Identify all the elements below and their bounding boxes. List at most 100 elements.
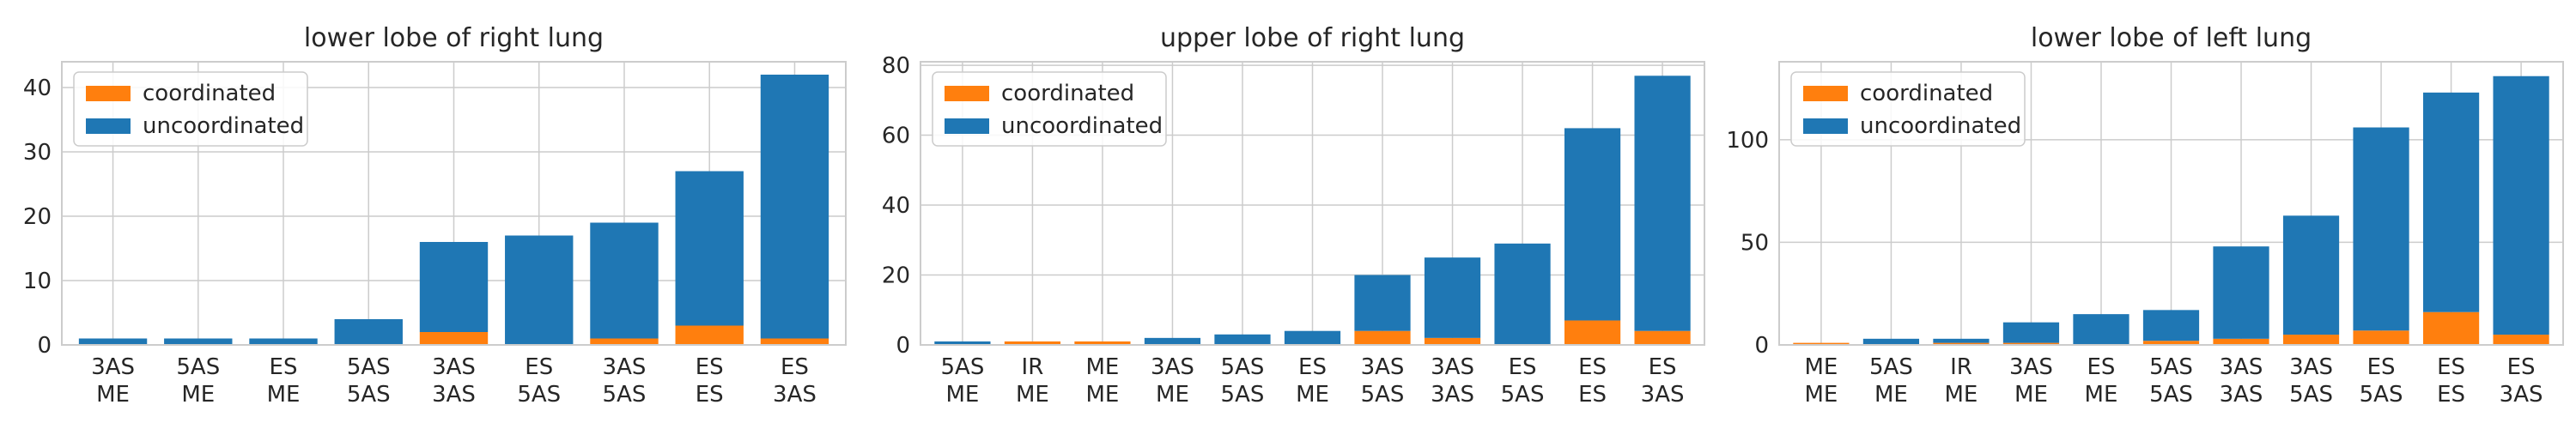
x-tick-label-line1: 3AS bbox=[1431, 354, 1474, 380]
bar-uncoordinated bbox=[760, 75, 829, 339]
x-tick-label-line1: 5AS bbox=[1869, 354, 1913, 380]
x-tick-label-line2: ME bbox=[2085, 382, 2118, 408]
legend-label-coordinated: coordinated bbox=[1860, 81, 1993, 106]
x-tick-label-line2: 3AS bbox=[432, 382, 476, 408]
x-tick-label-line2: ME bbox=[1016, 382, 1049, 408]
bar-uncoordinated bbox=[1494, 243, 1551, 345]
legend-box bbox=[1790, 71, 2026, 147]
legend-label-uncoordinated: uncoordinated bbox=[143, 113, 304, 139]
x-tick-label-line2: 5AS bbox=[347, 382, 391, 408]
x-tick-label-line1: ES bbox=[1649, 354, 1677, 380]
x-tick-label-line2: 3AS bbox=[2220, 382, 2263, 408]
x-tick-label-line2: ME bbox=[945, 382, 979, 408]
x-tick-label-line2: 3AS bbox=[1641, 382, 1685, 408]
y-tick-label: 50 bbox=[1741, 230, 1769, 256]
x-tick-label-line1: 3AS bbox=[1151, 354, 1194, 380]
bar-coordinated bbox=[1564, 320, 1621, 345]
bar-uncoordinated bbox=[419, 242, 489, 332]
y-tick-label: 30 bbox=[23, 140, 52, 166]
x-tick-label-line1: 3AS bbox=[603, 354, 647, 380]
x-tick-label-line2: ME bbox=[96, 382, 130, 408]
x-tick-label-line1: ES bbox=[781, 354, 809, 380]
x-tick-label-line1: ME bbox=[1804, 354, 1838, 380]
bar-coordinated bbox=[1074, 341, 1131, 345]
x-tick-label-line1: 3AS bbox=[2220, 354, 2263, 380]
x-tick-label-line2: ME bbox=[1804, 382, 1838, 408]
x-tick-label-line2: ME bbox=[2014, 382, 2048, 408]
y-tick-label: 20 bbox=[23, 204, 52, 230]
x-tick-label-line1: IR bbox=[1022, 354, 1044, 380]
bar-coordinated bbox=[760, 338, 829, 345]
x-tick-label-line2: 3AS bbox=[1431, 382, 1474, 408]
plot-frame bbox=[61, 61, 847, 346]
x-tick-label-line1: ES bbox=[2437, 354, 2465, 380]
x-tick-label-line1: 3AS bbox=[91, 354, 135, 380]
plot-frame bbox=[920, 61, 1705, 346]
x-tick-label-line2: ME bbox=[1874, 382, 1908, 408]
bar-coordinated bbox=[1933, 342, 1990, 345]
bar-coordinated bbox=[2002, 342, 2060, 345]
bar-uncoordinated bbox=[2493, 76, 2549, 335]
x-tick-label-line1: 5AS bbox=[1221, 354, 1265, 380]
bar-coordinated bbox=[1424, 337, 1481, 345]
bar-uncoordinated bbox=[2282, 215, 2340, 335]
x-tick-label-line2: ES bbox=[696, 382, 724, 408]
bar-coordinated bbox=[2282, 335, 2340, 345]
legend-label-coordinated: coordinated bbox=[143, 81, 276, 106]
y-tick-label: 100 bbox=[1726, 128, 1769, 154]
x-tick-label-line2: ME bbox=[181, 382, 215, 408]
bar-uncoordinated bbox=[1564, 128, 1621, 321]
x-tick-label-line1: 3AS bbox=[432, 354, 476, 380]
bar-uncoordinated bbox=[1933, 338, 1990, 343]
x-tick-label-line2: 5AS bbox=[603, 382, 647, 408]
x-tick-label-line1: 5AS bbox=[176, 354, 220, 380]
y-tick-label: 0 bbox=[37, 333, 52, 359]
bar-uncoordinated bbox=[1354, 275, 1411, 331]
bar-uncoordinated bbox=[2353, 127, 2409, 331]
bar-uncoordinated bbox=[2142, 310, 2200, 341]
x-tick-label-line1: ME bbox=[1086, 354, 1120, 380]
chart-title: upper lobe of right lung bbox=[1160, 23, 1465, 53]
x-tick-label-line2: 3AS bbox=[773, 382, 817, 408]
y-tick-label: 10 bbox=[23, 269, 52, 294]
chart-title: lower lobe of right lung bbox=[304, 23, 604, 53]
x-tick-label-line1: ES bbox=[2087, 354, 2116, 380]
x-tick-label-line2: 5AS bbox=[1221, 382, 1265, 408]
y-tick-label: 20 bbox=[882, 263, 910, 289]
bar-uncoordinated bbox=[675, 171, 744, 326]
bar-uncoordinated bbox=[1214, 334, 1271, 345]
x-tick-label-line1: 3AS bbox=[1361, 354, 1405, 380]
x-tick-label-line2: ME bbox=[1086, 382, 1120, 408]
chart-panel-1: lower lobe of right lung0102030403ASME5A… bbox=[23, 23, 847, 408]
x-tick-label-line1: ES bbox=[2367, 354, 2396, 380]
legend-box bbox=[932, 71, 1167, 147]
legend-swatch-uncoordinated bbox=[945, 118, 989, 134]
x-tick-label-line2: ES bbox=[1578, 382, 1607, 408]
legend-swatch-uncoordinated bbox=[86, 118, 131, 134]
bar-uncoordinated bbox=[1144, 337, 1201, 345]
bar-coordinated bbox=[2422, 311, 2480, 345]
legend-label-coordinated: coordinated bbox=[1001, 81, 1134, 106]
x-tick-label-line1: ES bbox=[1509, 354, 1537, 380]
bar-uncoordinated bbox=[2002, 322, 2060, 343]
x-tick-label-line1: ES bbox=[270, 354, 298, 380]
x-tick-label-line2: 5AS bbox=[1501, 382, 1545, 408]
y-tick-label: 0 bbox=[896, 333, 910, 359]
legend-label-uncoordinated: uncoordinated bbox=[1860, 113, 2021, 139]
bar-coordinated bbox=[419, 332, 489, 345]
bar-uncoordinated bbox=[1284, 330, 1341, 345]
x-tick-label-line2: 3AS bbox=[2500, 382, 2543, 408]
bar-coordinated bbox=[1793, 342, 1850, 345]
bar-coordinated bbox=[1004, 341, 1061, 345]
legend-swatch-coordinated bbox=[1803, 86, 1848, 101]
x-tick-label-line1: 5AS bbox=[2149, 354, 2193, 380]
bar-uncoordinated bbox=[249, 338, 318, 345]
bar-uncoordinated bbox=[1862, 338, 1920, 345]
y-tick-label: 0 bbox=[1754, 333, 1769, 359]
x-tick-label-line2: ME bbox=[267, 382, 301, 408]
legend-box bbox=[73, 71, 308, 147]
x-tick-label-line2: 5AS bbox=[2360, 382, 2403, 408]
y-tick-label: 40 bbox=[882, 193, 910, 219]
chart-panel-2: upper lobe of right lung0204060805ASMEIR… bbox=[882, 23, 1705, 408]
x-tick-label-line2: 5AS bbox=[2289, 382, 2333, 408]
